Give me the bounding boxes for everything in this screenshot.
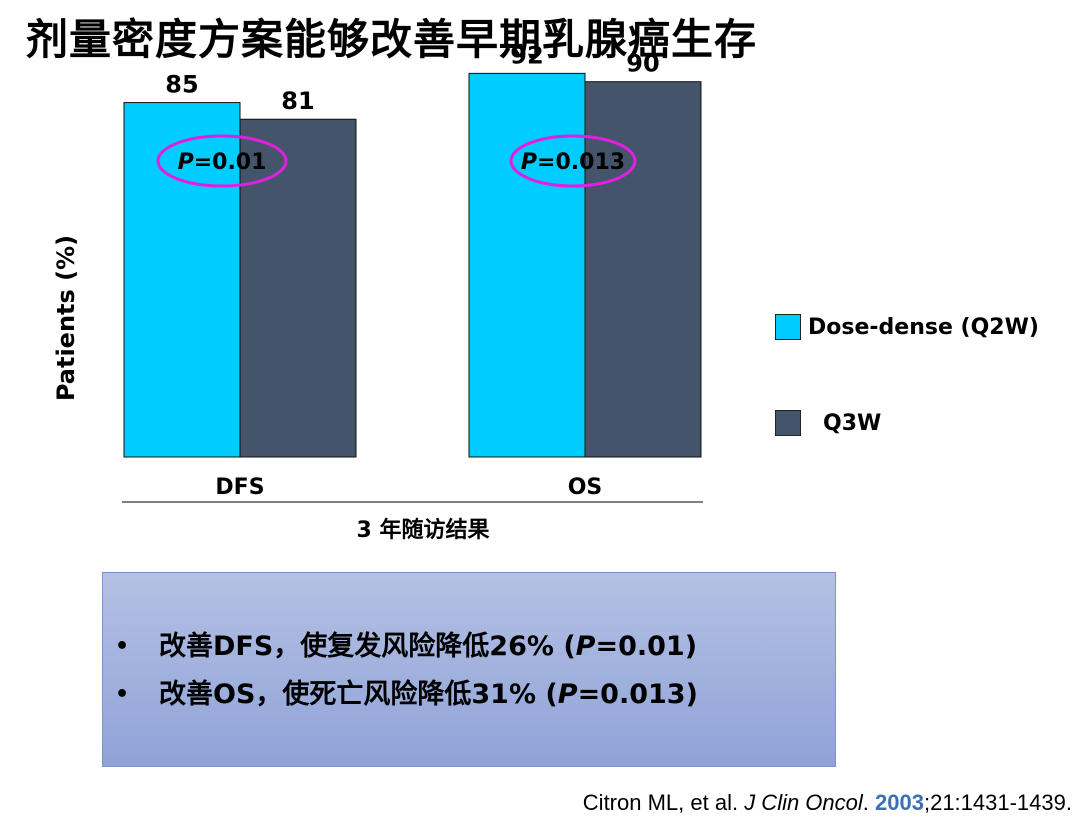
legend-swatch-q3w — [775, 410, 801, 436]
summary-text: =0.01) — [595, 631, 698, 662]
legend-item-q3w: Q3W — [775, 410, 881, 436]
summary-box: • 改善DFS，使复发风险降低26% (P=0.01) • 改善OS，使死亡风险降低… — [102, 572, 836, 767]
legend-item-dose-dense: Dose-dense (Q2W) — [775, 314, 1039, 340]
citation-authors: Citron ML, et al. — [582, 790, 745, 815]
summary-list: • 改善DFS，使复发风险降低26% (P=0.01) • 改善OS，使死亡风险降低… — [115, 623, 698, 719]
p-value-ellipse — [156, 134, 288, 188]
summary-text: 改善OS，使死亡风险降低31% ( — [159, 679, 558, 710]
legend-label-dose-dense: Dose-dense (Q2W) — [808, 314, 1039, 340]
citation: Citron ML, et al. J Clin Oncol. 2003;21:… — [583, 790, 1072, 816]
bars-layer: 85 81 DFS P=0.01 92 90 OS P=0.013 — [123, 41, 702, 500]
x-tick-label: DFS — [215, 475, 264, 500]
p-symbol: P — [557, 679, 578, 710]
summary-item-dfs: • 改善DFS，使复发风险降低26% (P=0.01) — [115, 623, 698, 671]
data-label: 85 — [165, 71, 198, 99]
p-value-label: P=0.013 — [521, 150, 625, 175]
data-label: 92 — [510, 41, 543, 69]
x-tick-label: OS — [568, 475, 603, 500]
bar-dfs-series-1 — [239, 118, 357, 458]
summary-text: =0.013) — [577, 679, 698, 710]
summary-text: 改善DFS，使复发风险降低26% ( — [159, 631, 576, 662]
slide-title: 剂量密度方案能够改善早期乳腺癌生存 — [26, 15, 758, 64]
p-value-label: P=0.01 — [178, 150, 267, 175]
data-label: 81 — [281, 87, 314, 115]
bar-os-series-0 — [468, 72, 586, 458]
data-label: 90 — [626, 50, 659, 78]
citation-dot: . — [862, 790, 876, 815]
citation-journal: J Clin Oncol — [744, 790, 863, 815]
p-symbol: P — [575, 631, 596, 662]
x-axis-label: 3 年随访结果 — [357, 517, 490, 543]
citation-year: 2003 — [875, 790, 924, 815]
p-value-ellipse — [509, 134, 637, 188]
legend-label-q3w: Q3W — [823, 410, 882, 436]
bar-dfs-series-0 — [123, 102, 241, 458]
bar-os-series-1 — [584, 81, 702, 458]
y-axis-label: Patients (%) — [52, 235, 80, 401]
legend-swatch-dose-dense — [775, 314, 801, 340]
bullet: • — [115, 682, 130, 707]
bullet: • — [115, 634, 130, 659]
summary-item-os: • 改善OS，使死亡风险降低31% (P=0.013) — [115, 671, 698, 719]
citation-rest: ;21:1431-1439. — [923, 790, 1072, 815]
